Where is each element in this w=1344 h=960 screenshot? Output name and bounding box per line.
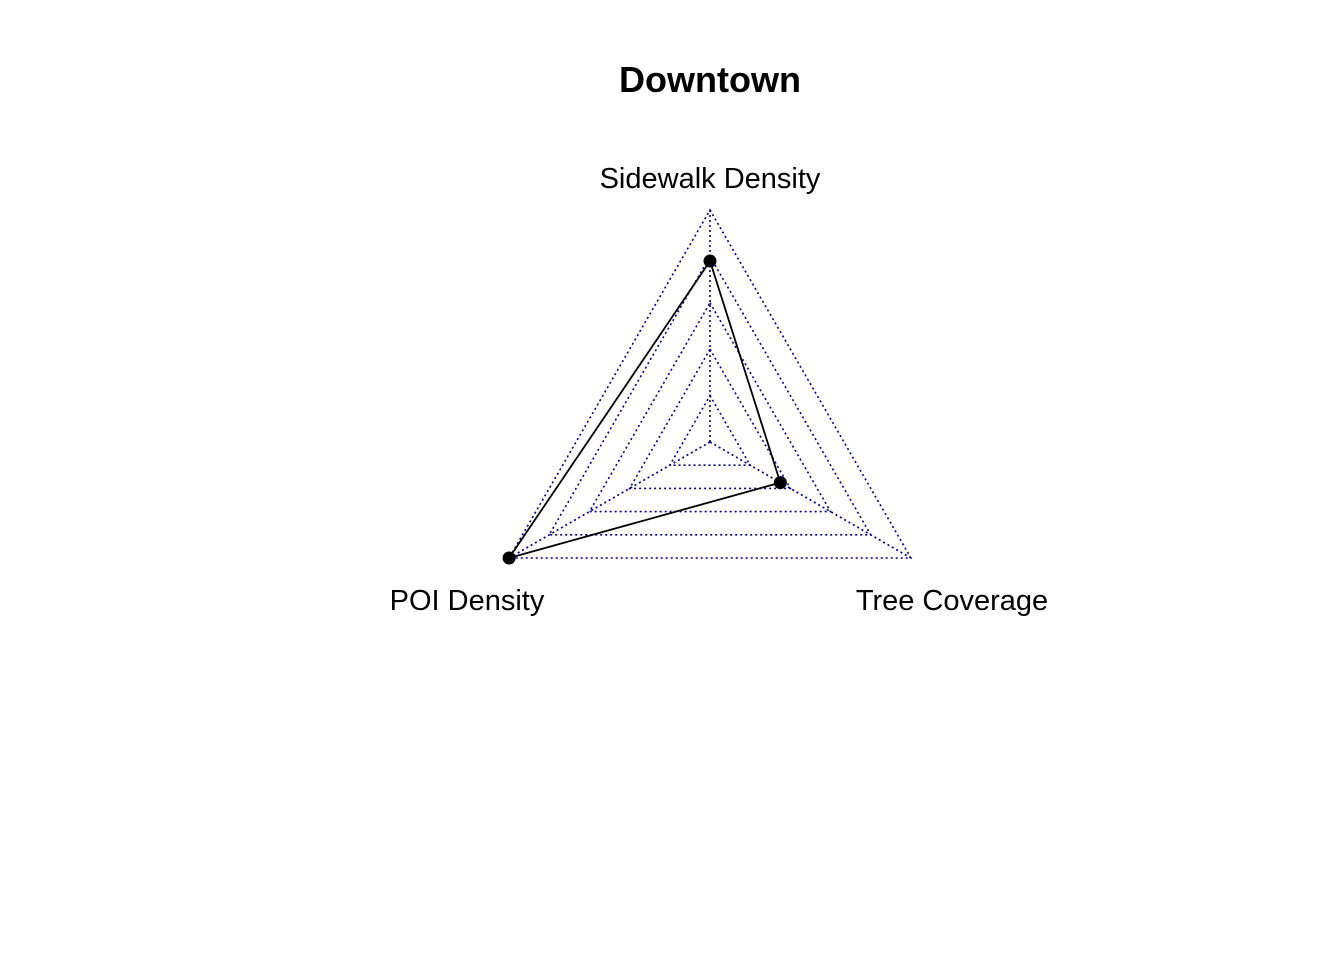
- data-point-1: [703, 254, 717, 268]
- axis-labels: Sidewalk Density Tree Coverage POI Densi…: [390, 163, 1049, 617]
- grid-ring-2: [628, 347, 792, 490]
- radar-grid: [507, 208, 913, 559]
- grid-ring-4: [547, 254, 873, 536]
- data-point-2: [773, 476, 787, 490]
- series-line-1: [506, 258, 782, 560]
- axis-label-tree-coverage: Tree Coverage: [856, 585, 1048, 617]
- grid-ring-1: [668, 394, 752, 467]
- data-point-3: [502, 551, 516, 565]
- axis-label-poi-density: POI Density: [390, 585, 545, 617]
- grid-spoke-3: [508, 441, 711, 559]
- grid-spoke-2: [709, 441, 912, 559]
- radar-series: [502, 254, 787, 565]
- grid-ring-5: [507, 208, 913, 559]
- chart-title: Downtown: [619, 59, 801, 100]
- grid-ring-3: [588, 301, 832, 513]
- axis-label-sidewalk-density: Sidewalk Density: [600, 163, 821, 195]
